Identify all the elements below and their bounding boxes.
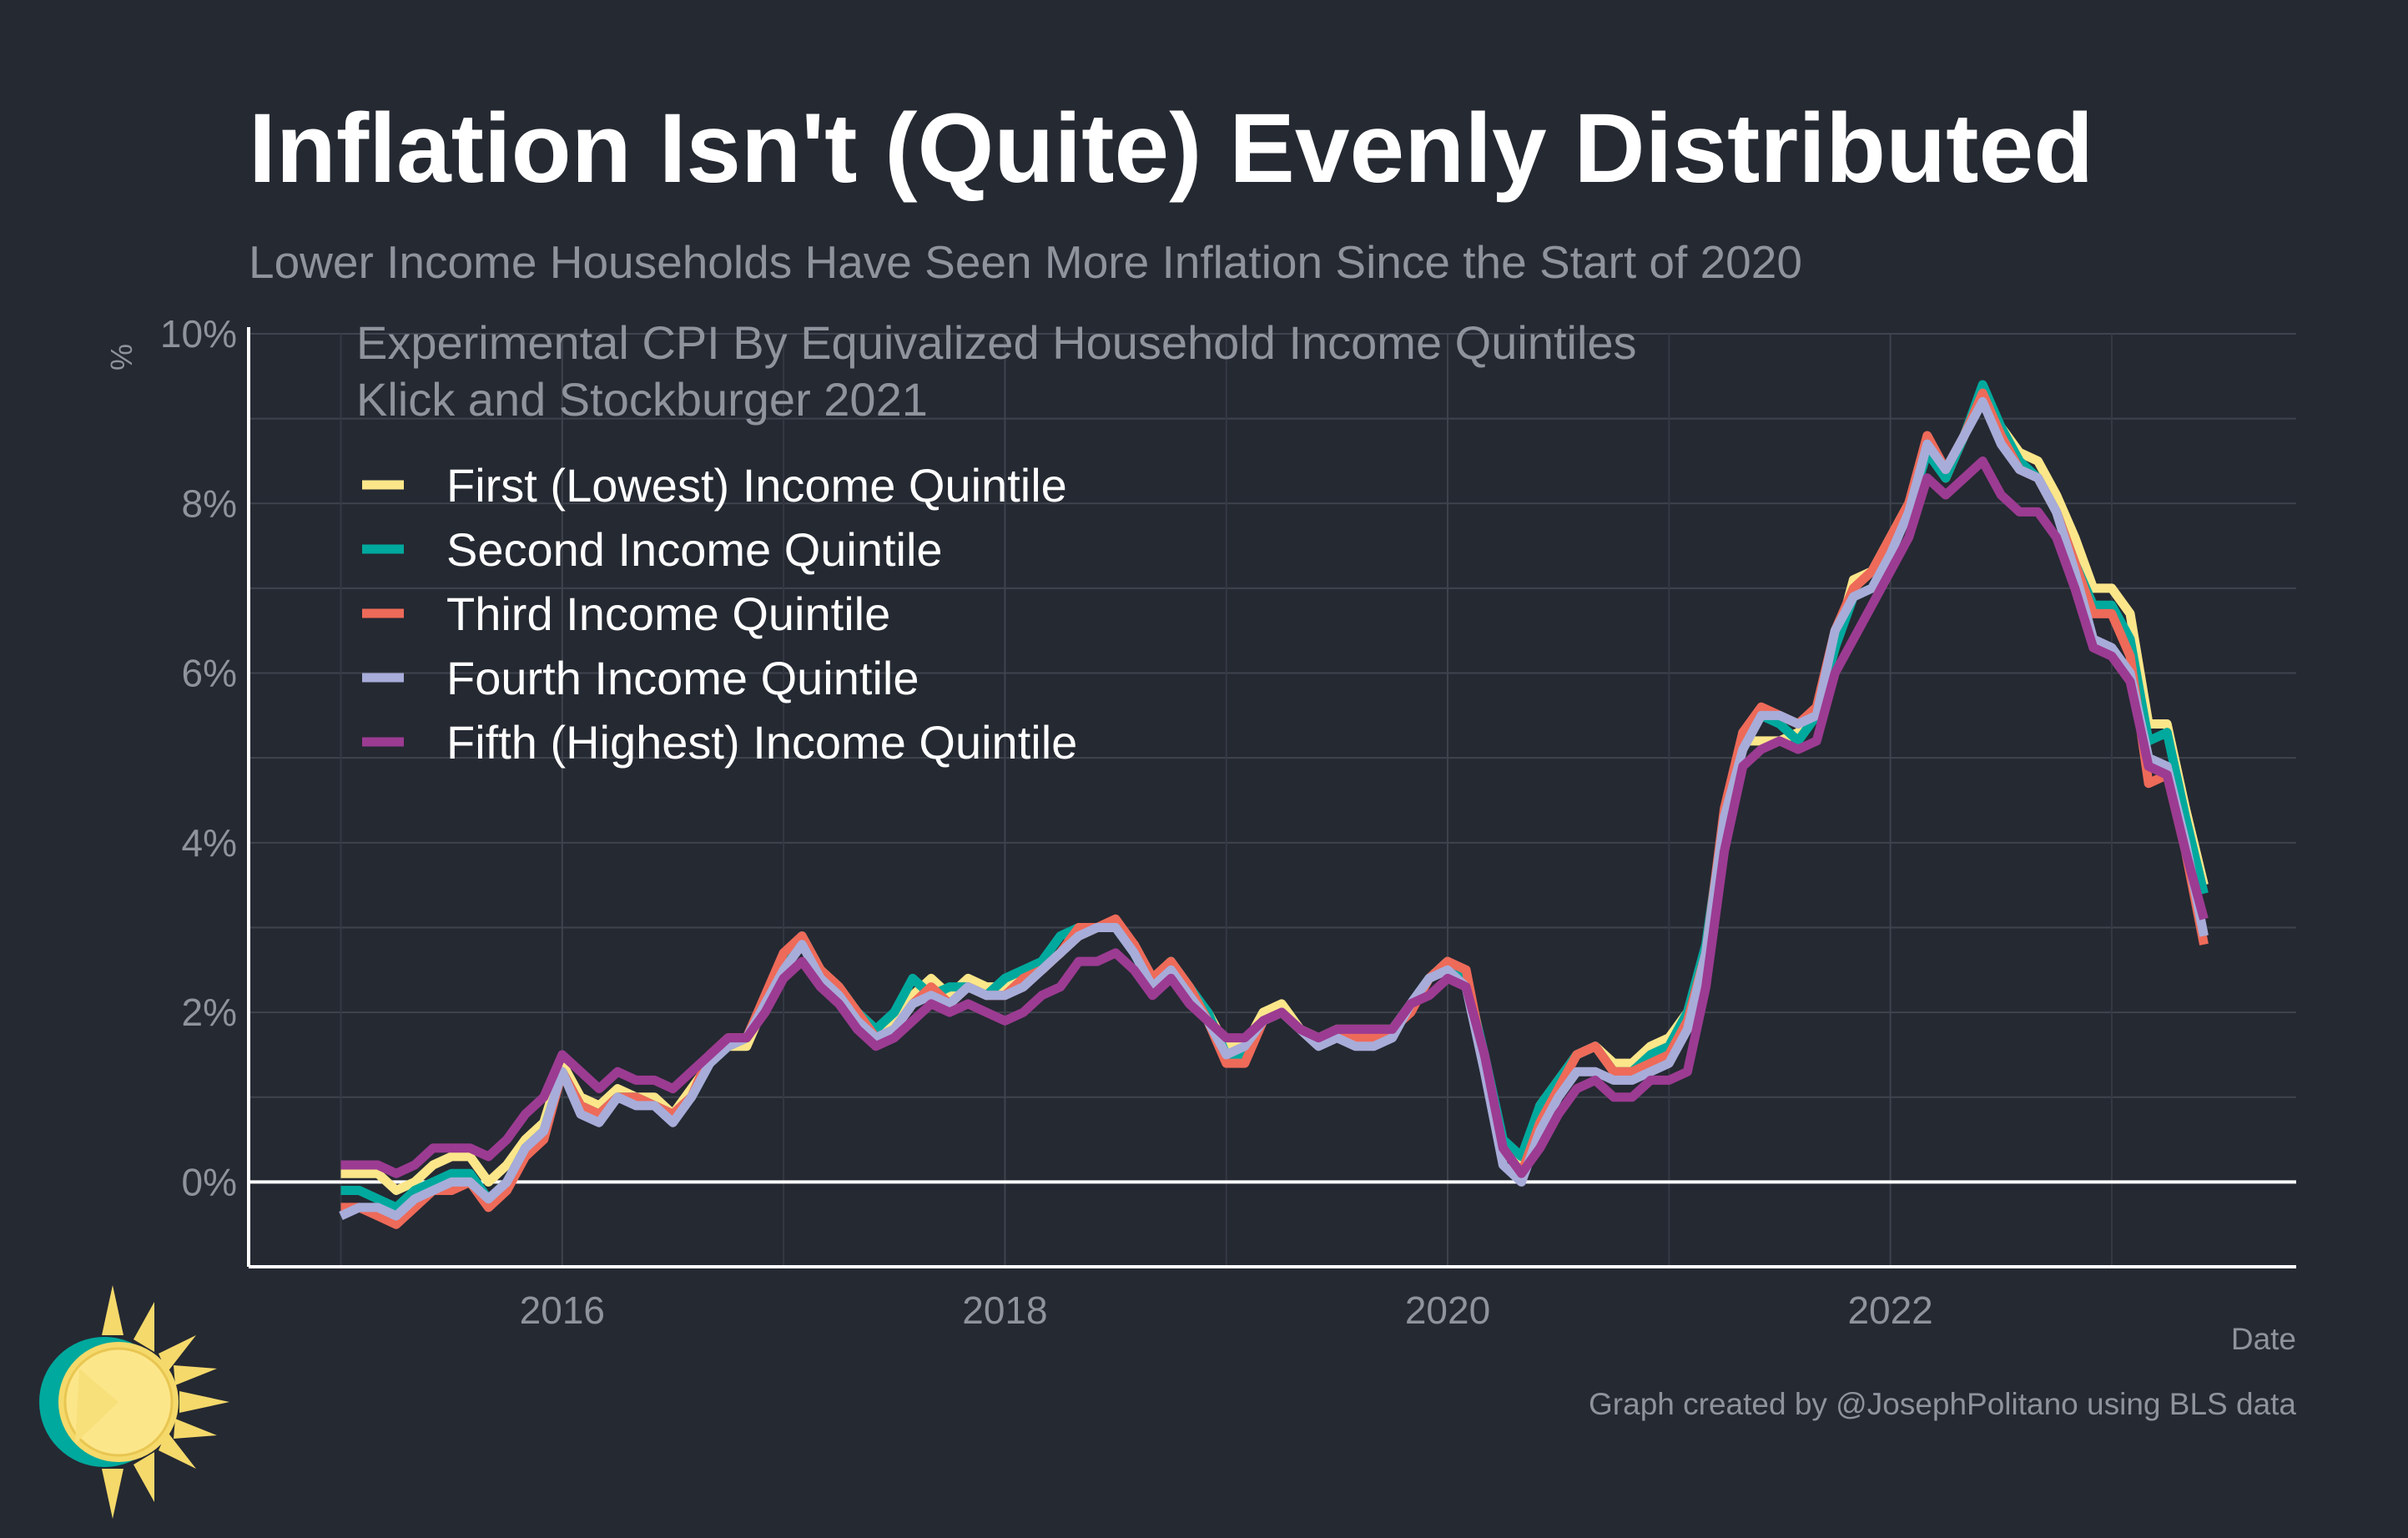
legend-label: Second Income Quintile bbox=[446, 523, 943, 576]
x-tick-label: 2016 bbox=[520, 1288, 605, 1332]
legend-title: Experimental CPI By Equivalized Househol… bbox=[356, 316, 1637, 369]
legend-label: Fourth Income Quintile bbox=[446, 652, 919, 704]
y-tick-label: 4% bbox=[182, 821, 237, 865]
y-tick-label: 0% bbox=[182, 1160, 237, 1203]
y-tick-label: 6% bbox=[182, 652, 237, 695]
y-tick-label: 10% bbox=[160, 312, 237, 356]
x-axis-title: Date bbox=[2230, 1322, 2296, 1356]
x-tick-label: 2018 bbox=[962, 1288, 1047, 1332]
y-tick-label: 8% bbox=[182, 482, 237, 525]
y-tick-label: 2% bbox=[182, 991, 237, 1034]
grid-lines bbox=[249, 333, 2296, 1268]
legend-label: First (Lowest) Income Quintile bbox=[446, 459, 1067, 512]
chart-title: Inflation Isn't (Quite) Evenly Distribut… bbox=[249, 93, 2094, 204]
x-tick-label: 2020 bbox=[1405, 1288, 1490, 1332]
legend-label: Third Income Quintile bbox=[446, 587, 890, 640]
y-axis-title: % bbox=[104, 344, 139, 371]
x-tick-label: 2022 bbox=[1847, 1288, 1932, 1332]
source-caption: Graph created by @JosephPolitano using B… bbox=[1589, 1387, 2296, 1421]
legend-label: Fifth (Highest) Income Quintile bbox=[446, 716, 1077, 769]
chart-subtitle: Lower Income Households Have Seen More I… bbox=[249, 236, 1802, 288]
series-lines bbox=[339, 380, 2209, 1229]
legend-title: Klick and Stockburger 2021 bbox=[356, 373, 928, 426]
legend: Experimental CPI By Equivalized Househol… bbox=[356, 316, 1637, 769]
sun-logo-icon bbox=[39, 1285, 229, 1519]
axes: 0% 2% 4% 6% 8% 10%% 2016 2018 2020 2022 bbox=[104, 312, 2296, 1332]
series-line bbox=[340, 456, 2209, 1178]
